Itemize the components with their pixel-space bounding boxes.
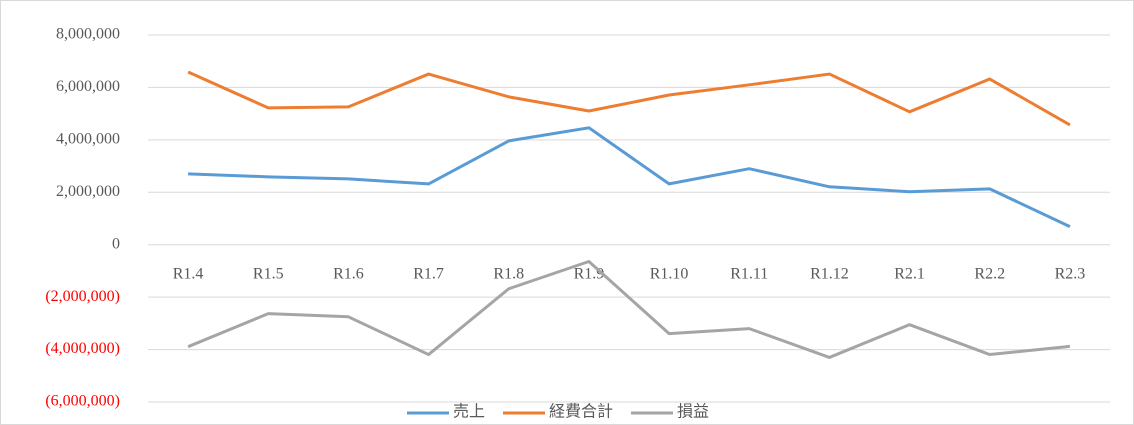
x-tick-label: R1.8 — [493, 265, 524, 282]
y-tick-label: (6,000,000) — [45, 393, 120, 410]
series-line — [187, 70, 1071, 127]
legend-label: 売上 — [453, 403, 485, 421]
x-tick-label: R1.10 — [650, 265, 689, 282]
x-tick-label: R2.1 — [894, 265, 925, 282]
y-tick-label: 6,000,000 — [56, 78, 120, 95]
series-line — [188, 126, 1071, 228]
legend-label: 損益 — [677, 403, 709, 421]
y-tick-label: 2,000,000 — [56, 183, 120, 200]
x-tick-label: R1.5 — [253, 265, 284, 282]
y-tick-label: 8,000,000 — [56, 26, 120, 43]
legend-label: 経費合計 — [549, 403, 613, 421]
y-tick-label: (4,000,000) — [45, 340, 120, 357]
x-tick-label: R1.12 — [810, 265, 849, 282]
y-tick-label: (2,000,000) — [45, 288, 120, 305]
y-tick-label: 0 — [112, 235, 120, 252]
y-tick-label: 4,000,000 — [56, 131, 120, 148]
x-tick-label: R1.6 — [333, 265, 364, 282]
x-tick-label: R1.4 — [173, 265, 204, 282]
x-tick-label: R1.7 — [413, 265, 444, 282]
x-tick-label: R1.11 — [730, 265, 768, 282]
series-line — [187, 259, 1071, 359]
x-tick-label: R1.9 — [574, 265, 605, 282]
x-tick-label: R2.2 — [974, 265, 1005, 282]
x-tick-label: R2.3 — [1055, 265, 1086, 282]
